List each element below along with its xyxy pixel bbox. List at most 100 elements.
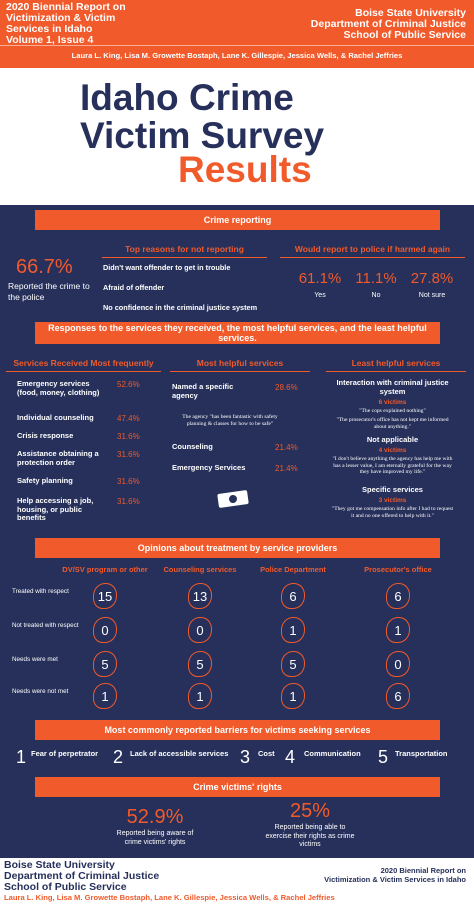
service-label: Crisis response [17, 431, 74, 440]
count-circle: 1 [281, 617, 305, 643]
group-label: Specific services [362, 485, 423, 494]
row-label: Treated with respect [12, 588, 69, 595]
title-highlight: Results [178, 149, 312, 190]
group-label: Not applicable [366, 435, 419, 444]
service-label: Individual counseling [17, 413, 94, 422]
count-circle: 1 [188, 683, 212, 709]
institution: School of Public Service [4, 881, 127, 893]
authors: Laura L. King, Lisa M. Growette Bostaph,… [4, 893, 335, 902]
institution: School of Public Service [343, 29, 466, 41]
title: Idaho Crime [80, 77, 294, 118]
subheading: Least helpful services [326, 358, 466, 372]
group-count: 3 victims [378, 497, 407, 504]
column-heading: Police Department [260, 565, 326, 574]
quote: "The cops explained nothing" [359, 408, 426, 414]
count-circle: 13 [188, 583, 212, 609]
service-value: 31.6% [117, 432, 140, 441]
barrier-rank: 2 [113, 747, 124, 767]
divider [0, 45, 474, 46]
institution: Department of Criminal Justice [310, 18, 466, 30]
service-value: 21.4% [275, 464, 298, 473]
report-title: 2020 Biennial Report on [380, 866, 466, 875]
stat-label: Not sure [418, 292, 446, 299]
count-circle: 0 [386, 651, 410, 677]
count-circle: 1 [281, 683, 305, 709]
barrier-label: Communication [304, 749, 361, 758]
service-value: 31.6% [117, 477, 140, 486]
subheading: Would report to police if harmed again [280, 244, 465, 258]
authors: Laura L. King, Lisa M. Growette Bostaph,… [71, 51, 403, 60]
quote: The agency "has been fantastic with safe… [182, 414, 278, 427]
service-label: Safety planning [17, 476, 73, 485]
stat-label: Reported the crime to the police [8, 281, 90, 302]
service-label: Counseling [172, 442, 213, 451]
count-circle: 5 [281, 651, 305, 677]
count-circle: 1 [93, 683, 117, 709]
section-banner: Crime reporting [35, 210, 440, 230]
reason: No confidence in the criminal justice sy… [103, 303, 258, 312]
row-label: Not treated with respect [12, 622, 79, 629]
stat-value: 27.8% [410, 270, 454, 287]
group-label: Interaction with criminal justice system [336, 378, 449, 396]
header-band [0, 0, 474, 68]
reason: Afraid of offender [103, 283, 165, 292]
stat-value: 66.7% [16, 256, 73, 278]
report-title: Volume 1, Issue 4 [6, 34, 94, 46]
barrier-rank: 5 [378, 747, 389, 767]
barrier-rank: 4 [285, 747, 296, 767]
subheading: Most helpful services [170, 358, 310, 372]
count-circle: 5 [93, 651, 117, 677]
row-label: Needs were not met [12, 688, 69, 695]
barrier-label: Cost [258, 749, 275, 758]
barrier-label: Transportation [395, 749, 448, 758]
stat-value: 11.1% [355, 270, 397, 287]
section-banner: Responses to the services they received,… [35, 322, 440, 344]
count-circle: 6 [386, 683, 410, 709]
service-label: Emergency Services [172, 463, 246, 472]
column-heading: Prosecutor's office [364, 565, 432, 574]
count-circle: 6 [281, 583, 305, 609]
stat-label: Yes [314, 292, 326, 299]
report-title: Victimization & Victim Services in Idaho [324, 875, 466, 884]
count-circle: 0 [93, 617, 117, 643]
service-label: Named a specific agency [172, 382, 234, 400]
quote: "I don't believe anything the agency has… [332, 456, 453, 475]
group-count: 6 victims [378, 399, 407, 406]
subheading: Top reasons for not reporting [102, 244, 267, 258]
stat-value: 52.9% [126, 806, 184, 828]
body-band [0, 205, 474, 858]
row-label: Needs were met [12, 656, 58, 663]
quote: "The prosecutor's office has not kept me… [336, 417, 449, 430]
count-circle: 5 [188, 651, 212, 677]
column-heading: Counseling services [163, 565, 237, 574]
stat-label: Reported being able to exercise their ri… [265, 824, 355, 848]
service-value: 28.6% [275, 383, 298, 392]
service-value: 47.4% [117, 414, 140, 423]
column-heading: DV/SV program or other [62, 565, 148, 574]
report-title: 2020 Biennial Report on [6, 1, 126, 13]
barrier-rank: 3 [240, 747, 251, 767]
institution: Boise State University [355, 7, 466, 19]
service-label: Help accessing a job, housing, or public… [17, 496, 94, 522]
service-value: 21.4% [275, 443, 298, 452]
section-banner: Most commonly reported barriers for vict… [35, 720, 440, 740]
count-circle: 6 [386, 583, 410, 609]
service-value: 52.6% [117, 380, 140, 389]
count-circle: 1 [386, 617, 410, 643]
report-title: Victimization & Victim [6, 12, 116, 24]
reason: Didn't want offender to get in trouble [103, 263, 231, 272]
barrier-label: Fear of perpetrator [31, 749, 99, 758]
section-banner: Crime victims' rights [35, 777, 440, 797]
count-circle: 15 [93, 583, 117, 609]
title: Victim Survey [80, 115, 325, 156]
count-circle: 0 [188, 617, 212, 643]
barrier-label: Lack of accessible services [130, 749, 229, 758]
stat-label: Reported being aware of crime victims' r… [116, 830, 194, 846]
quote: "They got me compensation info after I h… [331, 506, 454, 519]
service-label: Emergency services (food, money, clothin… [17, 379, 100, 397]
report-title: Services in Idaho [6, 23, 93, 35]
section-banner: Opinions about treatment by service prov… [35, 538, 440, 558]
institution: Department of Criminal Justice [4, 870, 160, 882]
service-value: 31.6% [117, 497, 140, 506]
